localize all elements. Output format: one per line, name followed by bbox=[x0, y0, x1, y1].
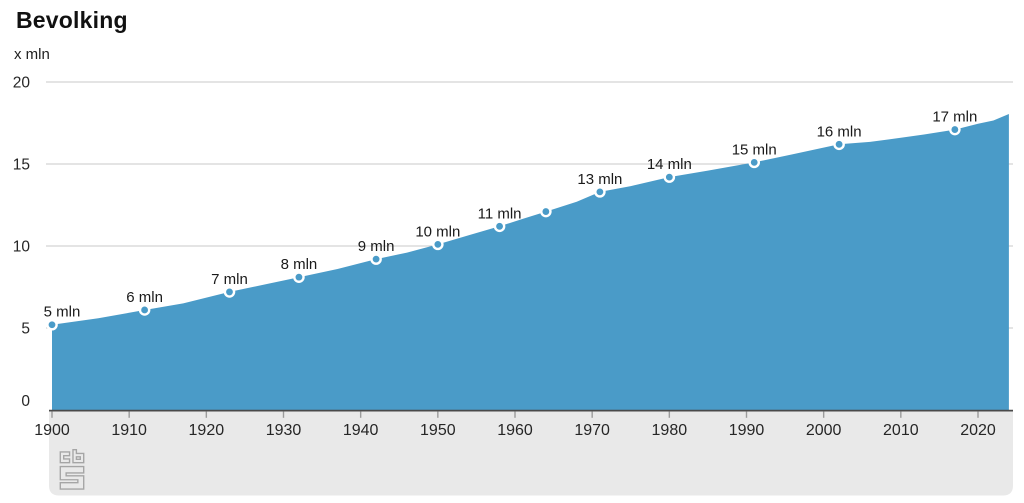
y-axis-unit-label: x mln bbox=[14, 46, 50, 63]
cbs-logo-letter-s bbox=[59, 465, 85, 490]
data-point-marker-1912[interactable] bbox=[138, 304, 151, 316]
x-axis-label-1980: 1980 bbox=[652, 422, 688, 439]
data-point-marker-1942[interactable] bbox=[370, 253, 382, 265]
data-point-marker-1923[interactable] bbox=[223, 286, 236, 298]
marker-label-1958: 11 mln bbox=[478, 205, 522, 222]
marker-label-1923: 7 mln bbox=[211, 271, 248, 288]
data-point-marker-1958[interactable] bbox=[493, 220, 506, 233]
marker-label-2017: 17 mln bbox=[932, 109, 977, 126]
x-axis-label-1900: 1900 bbox=[34, 422, 70, 439]
x-axis-label-1960: 1960 bbox=[497, 422, 533, 439]
y-axis-label-20: 20 bbox=[13, 75, 31, 92]
marker-label-1900: 5 mln bbox=[44, 304, 81, 321]
y-axis-label-5: 5 bbox=[21, 321, 30, 338]
marker-label-1950: 10 mln bbox=[415, 223, 460, 240]
data-point-marker-1971[interactable] bbox=[594, 186, 606, 198]
marker-label-1980: 14 mln bbox=[647, 156, 692, 173]
x-axis-label-1970: 1970 bbox=[574, 422, 610, 439]
x-axis-label-1910: 1910 bbox=[111, 422, 147, 439]
data-point-marker-1991[interactable] bbox=[748, 156, 761, 169]
data-point-marker-2017[interactable] bbox=[949, 123, 961, 136]
data-point-marker-1980[interactable] bbox=[663, 171, 676, 183]
marker-label-1991: 15 mln bbox=[732, 141, 777, 158]
population-area-series bbox=[52, 114, 1009, 411]
y-axis-label-15: 15 bbox=[13, 157, 30, 174]
data-point-marker-1964[interactable] bbox=[540, 205, 552, 218]
x-axis-label-1920: 1920 bbox=[189, 422, 225, 439]
data-point-marker-1900[interactable] bbox=[46, 318, 58, 331]
cbs-logo-icon bbox=[59, 449, 85, 490]
x-axis-label-1940: 1940 bbox=[343, 422, 379, 439]
data-point-marker-2002[interactable] bbox=[833, 138, 845, 151]
cbs-logo-letter-b bbox=[72, 449, 85, 464]
x-axis-label-1990: 1990 bbox=[729, 422, 765, 439]
marker-label-2002: 16 mln bbox=[817, 123, 862, 140]
cbs-logo-letter-c bbox=[59, 451, 71, 464]
x-axis-label-2010: 2010 bbox=[883, 422, 919, 439]
x-axis-label-2020: 2020 bbox=[960, 422, 996, 439]
marker-label-1942: 9 mln bbox=[358, 238, 395, 255]
y-axis-label-10: 10 bbox=[13, 239, 31, 256]
marker-label-1912: 6 mln bbox=[126, 289, 163, 306]
marker-label-1971: 13 mln bbox=[577, 171, 622, 188]
x-axis-label-1930: 1930 bbox=[266, 422, 302, 439]
x-axis-label-2000: 2000 bbox=[806, 422, 842, 439]
data-point-marker-1950[interactable] bbox=[432, 238, 444, 251]
chart-footer-band bbox=[49, 410, 1013, 496]
chart-title: Bevolking bbox=[16, 7, 128, 33]
data-point-marker-1932[interactable] bbox=[293, 271, 305, 283]
y-axis-label-0: 0 bbox=[21, 393, 30, 410]
marker-label-1932: 8 mln bbox=[281, 256, 318, 273]
cbs-logo-monogram bbox=[59, 449, 85, 490]
x-axis-label-1950: 1950 bbox=[420, 422, 456, 439]
